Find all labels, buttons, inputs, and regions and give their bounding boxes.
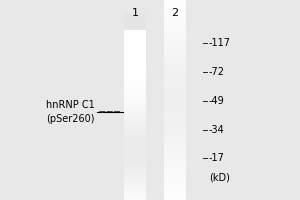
Text: -49: -49	[209, 96, 225, 106]
Text: 1: 1	[131, 8, 139, 18]
Text: (pSer260): (pSer260)	[46, 114, 95, 124]
Text: -34: -34	[209, 125, 225, 135]
Text: -72: -72	[209, 67, 225, 77]
Text: -117: -117	[209, 38, 231, 48]
Text: hnRNP C1: hnRNP C1	[46, 100, 95, 110]
Text: -17: -17	[209, 153, 225, 163]
Text: (kD): (kD)	[209, 173, 230, 183]
Text: 2: 2	[171, 8, 178, 18]
